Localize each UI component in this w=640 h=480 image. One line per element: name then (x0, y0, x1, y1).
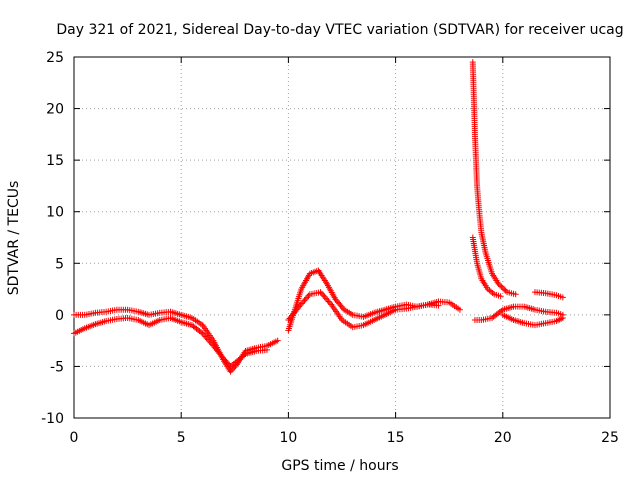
y-tick-label: 15 (46, 153, 64, 169)
plot-frame (73, 56, 611, 419)
data-point (498, 283, 505, 290)
data-point (241, 352, 248, 359)
series-track-f (469, 234, 504, 300)
data-point (495, 280, 502, 287)
y-tick-label: -10 (41, 411, 64, 427)
data-point (274, 337, 281, 344)
data-point (496, 282, 503, 289)
data-point (559, 314, 566, 321)
series-track-b (71, 314, 270, 370)
data-point (221, 356, 228, 363)
series-track-g (471, 303, 566, 324)
tick-labels: 0 5 10 15 20 25 -10 -5 0 5 10 15 20 25 (41, 50, 619, 446)
data-point (228, 367, 235, 374)
y-axis-label: SDTVAR / TECUs (6, 181, 22, 296)
x-tick-label: 5 (177, 430, 186, 446)
x-tick-label: 20 (494, 430, 512, 446)
data-point (227, 368, 234, 375)
x-tick-label: 25 (601, 430, 619, 446)
y-tick-label: 25 (46, 50, 64, 66)
series-track-h (499, 311, 566, 329)
data-markers (71, 59, 566, 375)
x-tick-label: 10 (279, 430, 297, 446)
series-track-e (469, 59, 519, 298)
data-point (263, 346, 270, 353)
series-track-d (285, 289, 442, 331)
data-point (294, 305, 301, 312)
series-track-i (531, 289, 566, 301)
y-tick-label: 20 (46, 102, 64, 118)
y-tick-label: -5 (50, 359, 64, 375)
data-point (497, 293, 504, 300)
y-tick-label: 10 (46, 205, 64, 221)
data-point (456, 306, 463, 313)
plot-border (73, 56, 611, 419)
data-point (222, 357, 229, 364)
y-tick-label: 0 (55, 308, 64, 324)
data-point (435, 302, 442, 309)
data-point (223, 359, 230, 366)
data-point (512, 291, 519, 298)
data-point (499, 285, 506, 292)
data-point (501, 286, 508, 293)
data-point (339, 305, 346, 312)
y-tick-label: 5 (55, 256, 64, 272)
data-point (559, 294, 566, 301)
chart-title: Day 321 of 2021, Sidereal Day-to-day VTE… (56, 22, 623, 38)
data-point (224, 360, 231, 367)
x-axis-label: GPS time / hours (281, 458, 398, 474)
data-point (502, 287, 509, 294)
x-tick-label: 15 (387, 430, 405, 446)
grid-lines (74, 57, 610, 418)
x-tick-label: 0 (70, 430, 79, 446)
